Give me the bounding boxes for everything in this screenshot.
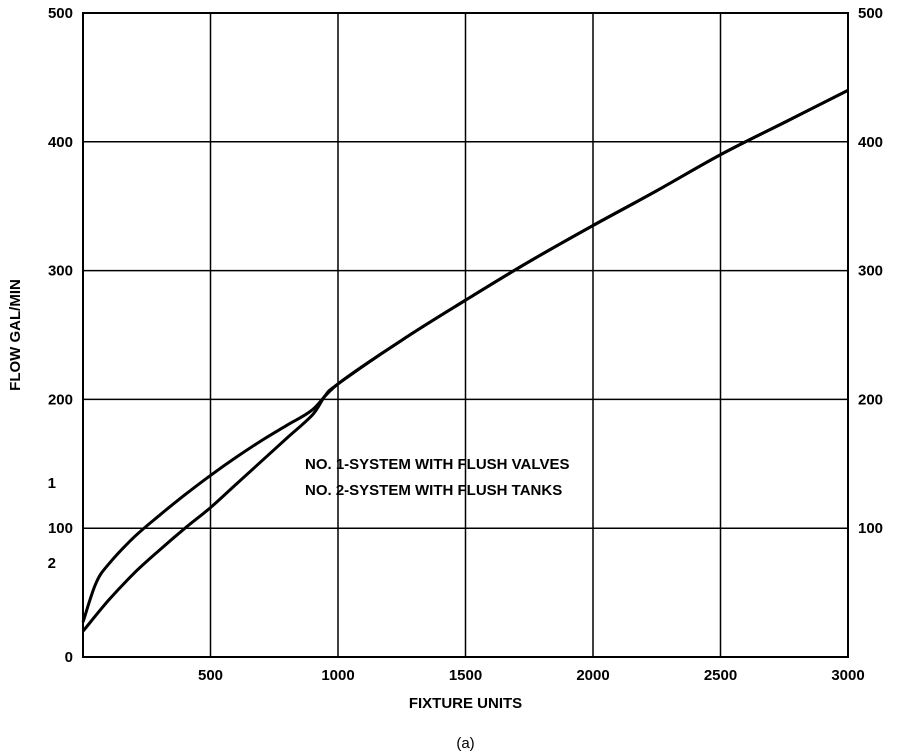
series-labels: 12 xyxy=(48,475,56,572)
y-tick-label-left: 400 xyxy=(48,134,73,151)
y-tick-label-left: 200 xyxy=(48,391,73,408)
curves xyxy=(81,88,849,633)
legend-line-1: NO. 1-SYSTEM WITH FLUSH VALVES xyxy=(305,456,569,473)
grid xyxy=(83,12,849,657)
legend-line-2: NO. 2-SYSTEM WITH FLUSH TANKS xyxy=(305,482,562,499)
x-axis-label: FIXTURE UNITS xyxy=(409,695,522,712)
y-axis-right-ticks: 100 200 300 400 500 xyxy=(858,5,883,537)
y-tick-label-right: 200 xyxy=(858,391,883,408)
y-axis-left-ticks: 0 100 200 300 400 500 xyxy=(48,5,73,666)
series-line-2 xyxy=(81,88,849,633)
x-axis-ticks: 500 1000 1500 2000 2500 3000 xyxy=(198,667,865,684)
y-tick-label-right: 300 xyxy=(858,263,883,280)
series-label-2: 2 xyxy=(48,555,56,572)
figure-caption: (a) xyxy=(456,735,474,752)
plot-frame xyxy=(82,12,849,658)
x-tick-label: 500 xyxy=(198,667,223,684)
y-tick-label-left: 100 xyxy=(48,520,73,537)
x-tick-label: 2000 xyxy=(576,667,609,684)
y-tick-label-right: 500 xyxy=(858,5,883,22)
y-tick-label-left: 300 xyxy=(48,263,73,280)
y-tick-label-left: 0 xyxy=(65,649,73,666)
y-tick-label-left: 500 xyxy=(48,5,73,22)
y-tick-label-right: 400 xyxy=(858,134,883,151)
x-tick-label: 1500 xyxy=(449,667,482,684)
x-tick-label: 2500 xyxy=(704,667,737,684)
y-tick-label-right: 100 xyxy=(858,520,883,537)
series-label-1: 1 xyxy=(48,475,56,492)
x-tick-label: 3000 xyxy=(831,667,864,684)
x-tick-label: 1000 xyxy=(321,667,354,684)
y-axis-label: FLOW GAL/MIN xyxy=(7,279,24,391)
